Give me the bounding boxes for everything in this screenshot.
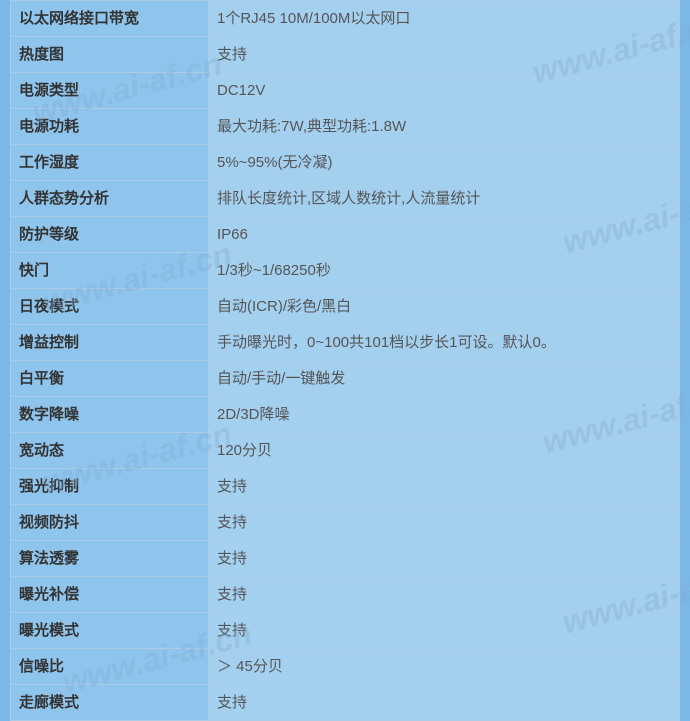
table-row: 白平衡自动/手动/一键触发: [11, 361, 680, 397]
spec-label: 工作湿度: [11, 145, 209, 181]
spec-value: 手动曝光时，0~100共101档以步长1可设。默认0。: [209, 325, 680, 361]
spec-label: 曝光模式: [11, 613, 209, 649]
spec-value: 支持: [209, 577, 680, 613]
spec-value: 自动(ICR)/彩色/黑白: [209, 289, 680, 325]
spec-value: 支持: [209, 469, 680, 505]
spec-value: DC12V: [209, 73, 680, 109]
spec-label: 数字降噪: [11, 397, 209, 433]
table-row: 数字降噪2D/3D降噪: [11, 397, 680, 433]
spec-label: 宽动态: [11, 433, 209, 469]
spec-label: 人群态势分析: [11, 181, 209, 217]
spec-value: 自动/手动/一键触发: [209, 361, 680, 397]
spec-value: 1个RJ45 10M/100M以太网口: [209, 1, 680, 37]
spec-label: 曝光补偿: [11, 577, 209, 613]
spec-value: 支持: [209, 541, 680, 577]
spec-label: 以太网络接口带宽: [11, 1, 209, 37]
table-row: 强光抑制支持: [11, 469, 680, 505]
specs-table: 以太网络接口带宽1个RJ45 10M/100M以太网口热度图支持电源类型DC12…: [10, 0, 680, 721]
table-row: 电源类型DC12V: [11, 73, 680, 109]
table-row: 防护等级IP66: [11, 217, 680, 253]
spec-label: 日夜模式: [11, 289, 209, 325]
spec-value: 120分贝: [209, 433, 680, 469]
table-row: 增益控制手动曝光时，0~100共101档以步长1可设。默认0。: [11, 325, 680, 361]
spec-value: 支持: [209, 505, 680, 541]
spec-label: 视频防抖: [11, 505, 209, 541]
spec-value: IP66: [209, 217, 680, 253]
table-row: 电源功耗最大功耗:7W,典型功耗:1.8W: [11, 109, 680, 145]
spec-label: 电源功耗: [11, 109, 209, 145]
spec-label: 强光抑制: [11, 469, 209, 505]
table-row: 曝光补偿支持: [11, 577, 680, 613]
table-row: 曝光模式支持: [11, 613, 680, 649]
specs-table-container: 以太网络接口带宽1个RJ45 10M/100M以太网口热度图支持电源类型DC12…: [10, 0, 680, 721]
table-row: 视频防抖支持: [11, 505, 680, 541]
spec-label: 防护等级: [11, 217, 209, 253]
table-row: 快门1/3秒~1/68250秒: [11, 253, 680, 289]
spec-value: 排队长度统计,区域人数统计,人流量统计: [209, 181, 680, 217]
spec-value: 支持: [209, 37, 680, 73]
spec-label: 算法透雾: [11, 541, 209, 577]
spec-label: 电源类型: [11, 73, 209, 109]
specs-table-body: 以太网络接口带宽1个RJ45 10M/100M以太网口热度图支持电源类型DC12…: [11, 1, 680, 721]
spec-label: 增益控制: [11, 325, 209, 361]
spec-value: 1/3秒~1/68250秒: [209, 253, 680, 289]
spec-value: 5%~95%(无冷凝): [209, 145, 680, 181]
table-row: 日夜模式自动(ICR)/彩色/黑白: [11, 289, 680, 325]
table-row: 人群态势分析排队长度统计,区域人数统计,人流量统计: [11, 181, 680, 217]
spec-value: 支持: [209, 613, 680, 649]
table-row: 工作湿度5%~95%(无冷凝): [11, 145, 680, 181]
table-row: 热度图支持: [11, 37, 680, 73]
table-row: 信噪比＞ 45分贝: [11, 649, 680, 685]
spec-label: 信噪比: [11, 649, 209, 685]
spec-label: 快门: [11, 253, 209, 289]
spec-value: 最大功耗:7W,典型功耗:1.8W: [209, 109, 680, 145]
spec-label: 白平衡: [11, 361, 209, 397]
spec-value: 2D/3D降噪: [209, 397, 680, 433]
table-row: 宽动态120分贝: [11, 433, 680, 469]
table-row: 以太网络接口带宽1个RJ45 10M/100M以太网口: [11, 1, 680, 37]
spec-label: 热度图: [11, 37, 209, 73]
spec-value: ＞ 45分贝: [209, 649, 680, 685]
table-row: 算法透雾支持: [11, 541, 680, 577]
